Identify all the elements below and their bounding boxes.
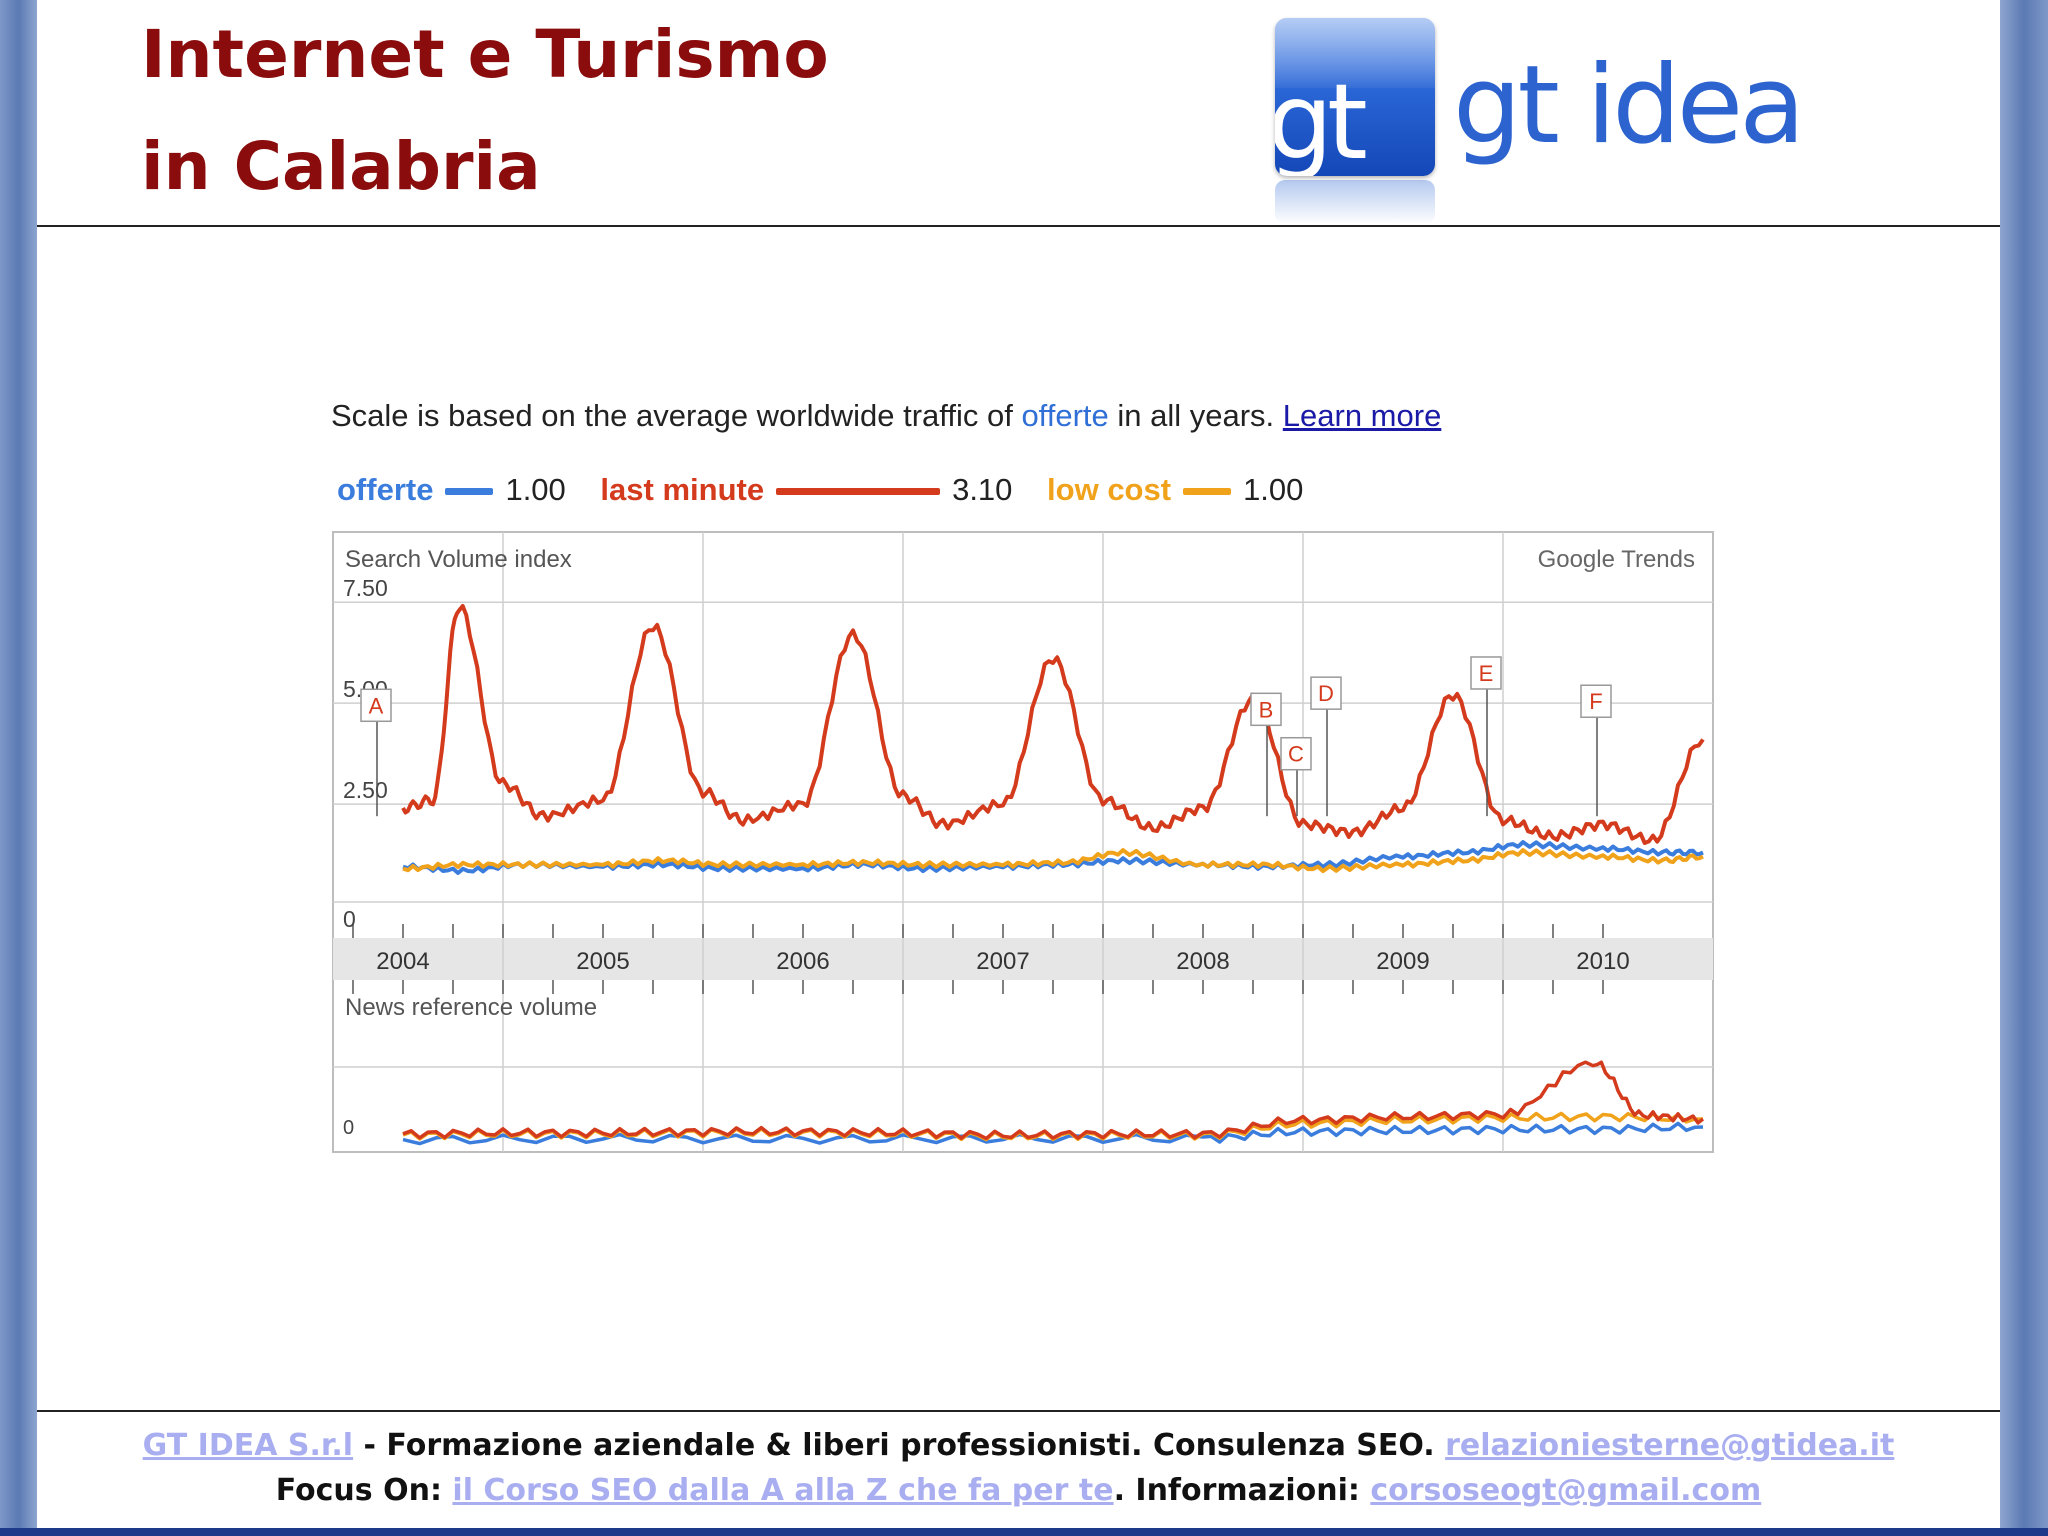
legend-value-low-cost: 1.00 [1243, 471, 1304, 507]
right-border [2000, 0, 2048, 1536]
annotation-label-C: C [1288, 742, 1304, 767]
bottom-bar [0, 1528, 2048, 1536]
footer-line2: Focus On: il Corso SEO dalla A alla Z ch… [37, 1473, 2000, 1508]
google-trends-chart: 2004 2005 2006 2007 2008 2009 2010 Search Volum… [332, 531, 1714, 1153]
x-tick-label-2005: 2005 [576, 948, 629, 975]
annotation-flag-E[interactable] [1470, 656, 1502, 690]
footer-course-email-link[interactable]: corsoseogt@gmail.com [1370, 1473, 1762, 1508]
footer-focus-label: Focus On: [275, 1473, 453, 1508]
footer-course-link[interactable]: il Corso SEO dalla A alla Z che fa per t… [452, 1473, 1114, 1508]
chart-frame [332, 531, 1714, 1153]
scale-note-keyword: offerte [1021, 398, 1109, 433]
left-border [0, 0, 37, 1536]
annotation-label-D: D [1318, 681, 1334, 706]
panel-title-news-volume: News reference volume [345, 994, 597, 1021]
google-trends-watermark: Google Trends [1538, 546, 1695, 573]
slide-title-line1: Internet e Turismo [141, 16, 829, 93]
x-tick-label-2004: 2004 [376, 948, 429, 975]
footer-line1: GT IDEA S.r.l - Formazione aziendale & l… [37, 1428, 2000, 1463]
annotation-label-B: B [1259, 697, 1274, 722]
legend-item-last-minute[interactable]: last minute 3.10 [600, 472, 1012, 508]
logo-wordmark: gt idea [1453, 43, 1805, 168]
scale-note-prefix: Scale is based on the average worldwide … [331, 398, 1022, 433]
scale-note-suffix: in all years. [1108, 398, 1283, 433]
legend-name-offerte: offerte [337, 471, 434, 507]
series-line-last-minute [401, 604, 1705, 845]
header-divider [37, 225, 2000, 227]
legend-name-last-minute: last minute [600, 471, 765, 507]
footer-line1-text: - Formazione aziendale & liberi professi… [353, 1428, 1446, 1463]
chart-legend: offerte 1.00 last minute 3.10 low cost 1.00 [337, 470, 1329, 508]
annotation-flag-B[interactable] [1250, 692, 1282, 727]
x-tick-label-2008: 2008 [1176, 948, 1229, 975]
news-series-line-last-minute [402, 1060, 1705, 1141]
slide: Internet e Turismo in Calabria gt gt ide… [37, 0, 2000, 1528]
footer-email-link[interactable]: relazioniesterne@gtidea.it [1445, 1428, 1895, 1463]
logo-reflection [1275, 180, 1435, 224]
x-tick-label-2006: 2006 [776, 948, 829, 975]
y-tick-label-0: 7.50 [343, 575, 388, 601]
annotation-flag-A[interactable] [360, 688, 392, 723]
legend-name-low-cost: low cost [1047, 471, 1172, 507]
learn-more-link[interactable]: Learn more [1282, 398, 1442, 433]
legend-value-offerte: 1.00 [505, 471, 566, 507]
panel-title-search-volume: Search Volume index [345, 546, 572, 573]
x-tick-label-2009: 2009 [1376, 948, 1429, 975]
annotation-flag-C[interactable] [1280, 736, 1312, 771]
slide-title-line2: in Calabria [141, 128, 541, 205]
annotation-flag-F[interactable] [1580, 684, 1612, 718]
news-series-line-offerte [402, 1121, 1704, 1146]
legend-swatch-offerte [445, 488, 494, 496]
annotation-flag-D[interactable] [1310, 676, 1342, 710]
y-tick-label-2: 2.50 [343, 777, 388, 803]
series-line-low-cost [402, 848, 1704, 874]
series-line-offerte [402, 840, 1704, 875]
logo-icon: gt [1275, 18, 1435, 176]
chart-scale-note: Scale is based on the average worldwide … [331, 398, 1441, 434]
legend-value-last-minute: 3.10 [952, 471, 1013, 507]
logo-box-text: gt [1275, 61, 1368, 176]
year-band [333, 938, 1713, 980]
legend-swatch-last-minute [776, 488, 941, 496]
gt-idea-logo: gt gt idea [1275, 18, 1805, 228]
footer-divider [37, 1410, 2000, 1412]
footer-company-link[interactable]: GT IDEA S.r.l [142, 1428, 354, 1463]
news-y-tick-label-0: 0 [343, 1117, 354, 1139]
annotation-label-E: E [1479, 661, 1494, 686]
y-tick-label-3: 0 [343, 906, 356, 932]
x-tick-label-2010: 2010 [1576, 948, 1629, 975]
x-tick-label-2007: 2007 [976, 948, 1029, 975]
annotation-label-F: F [1589, 689, 1602, 714]
annotation-label-A: A [369, 693, 384, 718]
legend-item-low-cost[interactable]: low cost 1.00 [1047, 472, 1303, 508]
footer-line2-text: . Informazioni: [1113, 1473, 1371, 1508]
legend-item-offerte[interactable]: offerte 1.00 [337, 472, 566, 508]
legend-swatch-low-cost [1183, 488, 1232, 496]
